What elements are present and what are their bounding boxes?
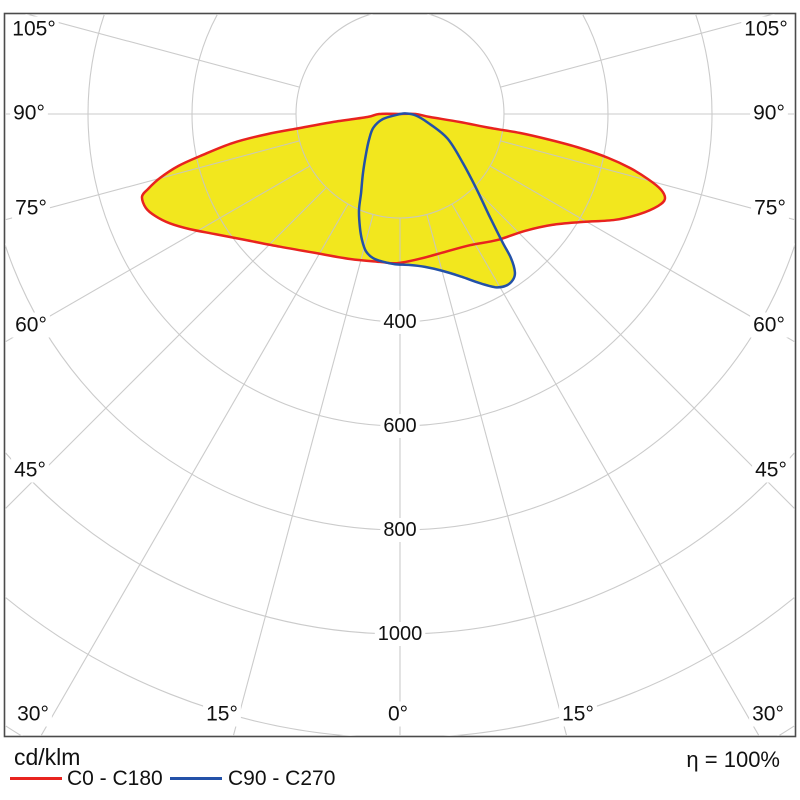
legend-swatch-c90 [170,777,222,780]
angle-label-1-mask [10,100,48,126]
angle-label-13: 90° [753,102,785,125]
angle-label-6: 15° [206,703,238,726]
angle-label-0: 105° [12,18,55,41]
angle-label-9: 30° [752,703,784,726]
ring-label-400-mask [380,310,420,334]
angle-label-4-mask [11,457,49,483]
angle-label-3-mask [12,312,50,338]
ring-label-800-mask [380,518,420,542]
grid-spoke--75 [5,140,300,221]
angle-label-13-mask [750,100,788,126]
grid-spoke--45 [5,187,327,510]
grid-spoke-30 [451,203,760,736]
grid-spoke-75 [500,140,795,221]
efficiency-label: η = 100% [686,747,780,772]
angle-label-12: 75° [754,197,786,220]
ring-label-800: 800 [383,519,416,541]
angle-label-3: 60° [15,314,47,337]
angle-label-5: 30° [17,703,49,726]
legend-swatch-c0 [10,777,62,780]
grid-spoke--105 [24,14,300,88]
angle-label-14: 105° [744,18,787,41]
angle-label-12-mask [751,195,789,221]
angle-label-5-mask [14,701,52,727]
angle-label-1: 90° [13,102,45,125]
polar-chart: 400 600 800 1000 105° 90° 75° 60° 45° 30° 15° 0° 15°… [3,12,797,738]
angle-label-2: 75° [15,197,47,220]
angle-label-10-mask [752,457,790,483]
grid-spoke-105 [500,14,776,88]
angle-label-9-mask [749,701,787,727]
ring-label-600: 600 [383,415,416,437]
grid-spoke-15 [426,214,568,736]
grid-spoke--30 [40,203,349,736]
angle-label-11-mask [750,312,788,338]
ring-label-400: 400 [383,311,416,333]
angle-label-7: 0° [388,703,408,726]
angle-label-14-mask [741,16,791,42]
angle-label-8: 15° [562,703,594,726]
series-line-1 [357,112,517,289]
angle-label-11: 60° [753,314,785,337]
ring-label-1000-mask [374,622,426,646]
angle-label-0-mask [9,16,59,42]
legend-label-c90: C90 - C270 [228,767,336,790]
ring-label-600-mask [380,414,420,438]
angle-label-8-mask [559,701,597,727]
ring-label-1000: 1000 [378,623,423,645]
legend-label-c0: C0 - C180 [67,767,163,790]
angle-label-10: 45° [755,459,787,482]
angle-label-2-mask [12,195,50,221]
angle-label-7-mask [385,701,412,727]
grid-spoke--15 [232,214,374,736]
angle-label-4: 45° [14,459,46,482]
grid-spoke-45 [473,187,795,510]
legend-unit-label: cd/klm [14,744,81,770]
angle-label-6-mask [203,701,241,727]
series-line-0 [140,112,667,265]
